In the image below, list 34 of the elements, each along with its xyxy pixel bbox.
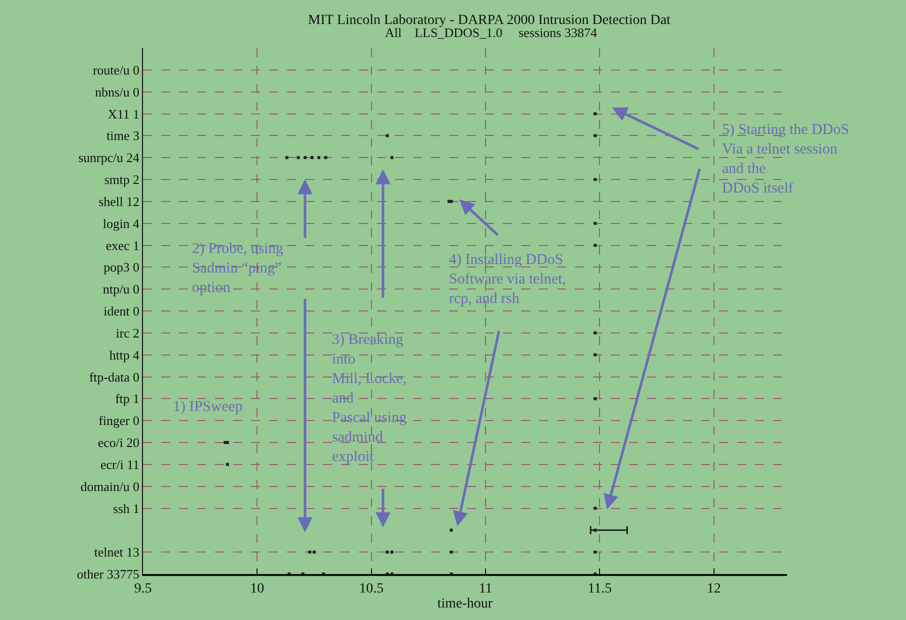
x-tick-label: 11.5 bbox=[588, 582, 612, 597]
y-tick-label: smtp 2 bbox=[104, 172, 140, 188]
chart-title: MIT Lincoln Laboratory - DARPA 2000 Intrusion Detection Dat bbox=[308, 12, 671, 28]
y-tick-label: ftp 1 bbox=[115, 391, 140, 406]
annotation: 5) Starting the DDoS Via a telnet session and the DDoS itself bbox=[722, 122, 850, 196]
annotation: 4) Installing DDoS Software via telnet, rcp, and rsh bbox=[449, 252, 566, 307]
y-tick-label: irc 2 bbox=[116, 325, 140, 340]
y-tick-label: sunrpc/u 24 bbox=[78, 150, 140, 166]
y-tick-label: time 3 bbox=[106, 128, 140, 144]
annotation: 1) IPSweep bbox=[173, 399, 243, 415]
x-tick-label: 9.5 bbox=[134, 582, 152, 597]
y-tick-label: exec 1 bbox=[106, 238, 140, 253]
y-tick-label: http 4 bbox=[109, 347, 140, 362]
y-tick-label: route/u 0 bbox=[92, 62, 140, 78]
y-tick-label: pop3 0 bbox=[104, 260, 140, 275]
y-tick-label: ident 0 bbox=[104, 304, 140, 319]
x-tick-label: 10 bbox=[250, 582, 264, 597]
y-tick-label: ssh 1 bbox=[113, 500, 140, 516]
y-tick-label: other 33775 bbox=[76, 566, 140, 582]
x-tick-label: 12 bbox=[706, 582, 721, 597]
y-tick-label: ftp-data 0 bbox=[89, 369, 140, 384]
y-tick-label: X11 1 bbox=[108, 106, 140, 122]
x-tick-label: 10.5 bbox=[359, 582, 384, 597]
x-tick-label: 11 bbox=[478, 582, 492, 597]
y-tick-label: domain/u 0 bbox=[80, 478, 140, 494]
y-tick-label: finger 0 bbox=[98, 413, 140, 428]
y-tick-label: eco/i 20 bbox=[98, 435, 140, 450]
y-tick-label: login 4 bbox=[102, 216, 140, 231]
y-tick-label: ecr/i 11 bbox=[100, 456, 140, 472]
y-tick-label: nbns/u 0 bbox=[94, 84, 140, 100]
y-tick-label: telnet 13 bbox=[94, 544, 140, 560]
y-tick-label: ntp/u 0 bbox=[102, 282, 140, 297]
x-axis-title: time-hour bbox=[437, 596, 493, 612]
y-tick-label: shell 12 bbox=[98, 194, 140, 209]
